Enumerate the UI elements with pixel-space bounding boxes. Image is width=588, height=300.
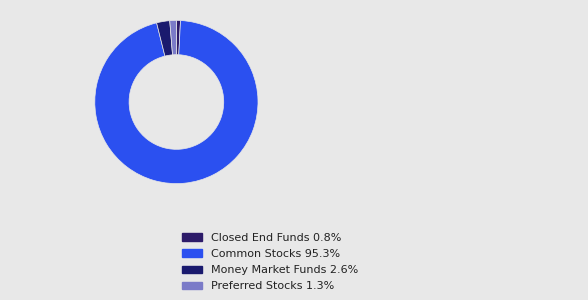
Wedge shape (95, 20, 258, 184)
Wedge shape (156, 21, 172, 56)
Wedge shape (170, 20, 176, 55)
Wedge shape (176, 20, 181, 55)
Legend: Closed End Funds 0.8%, Common Stocks 95.3%, Money Market Funds 2.6%, Preferred S: Closed End Funds 0.8%, Common Stocks 95.… (182, 233, 358, 291)
